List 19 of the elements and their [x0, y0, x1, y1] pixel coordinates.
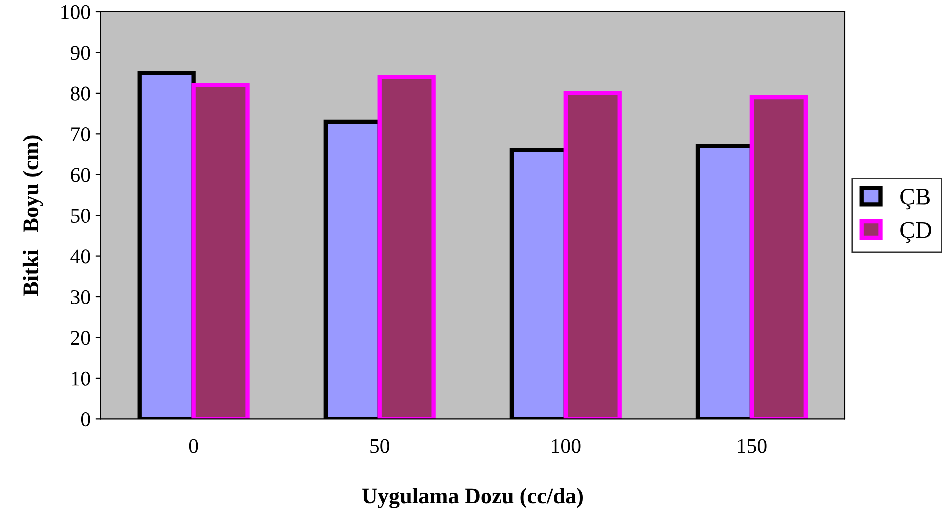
x-tick-label: 150 [738, 439, 767, 454]
y-tick-label: 30 [71, 290, 90, 304]
y-axis-title: Bitki Boyu (cm) [22, 136, 44, 296]
y-tick-label: 20 [71, 331, 90, 346]
y-tick-label: 90 [70, 46, 90, 60]
x-tick-label: 0 [189, 439, 198, 454]
y-tick-label: 10 [72, 372, 90, 386]
y-tick-label: 70 [72, 128, 90, 142]
y-tick-label: 80 [71, 86, 90, 101]
y-tick-label: 40 [70, 250, 90, 264]
y-tick-label: 50 [71, 208, 90, 224]
legend-label: ÇB [900, 189, 930, 210]
y-tick-label: 60 [71, 168, 90, 182]
x-axis-title: Uygulama Dozu (cc/da) [362, 488, 584, 508]
legend-label: ÇD [900, 222, 932, 244]
x-tick-label: 100 [552, 439, 581, 454]
y-tick-label: 100 [62, 5, 90, 20]
x-tick-label: 50 [370, 439, 390, 454]
y-tick-label: 0 [81, 412, 90, 427]
